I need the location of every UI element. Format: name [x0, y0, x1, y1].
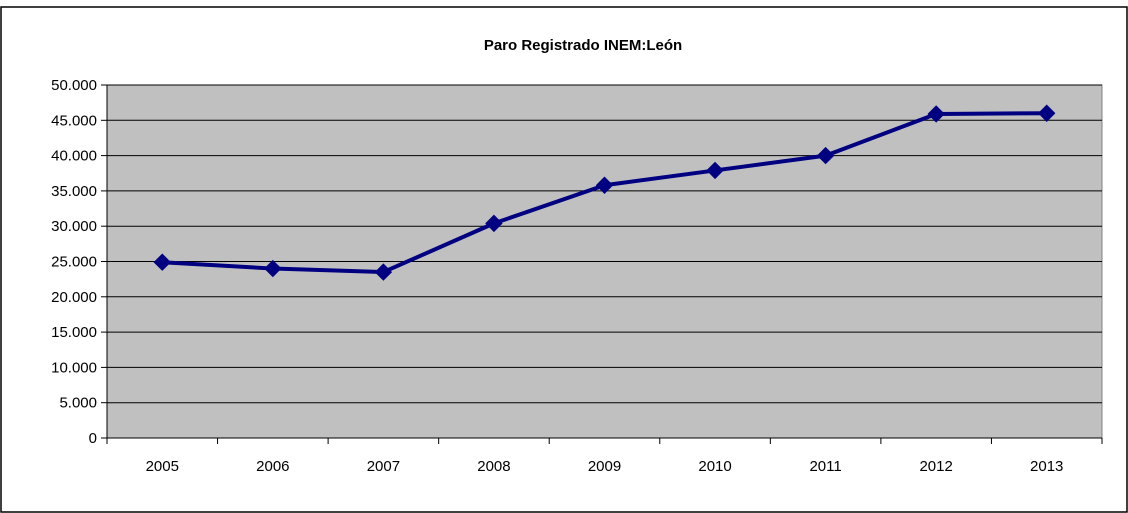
data-point-2009: [595, 176, 614, 194]
y-tick-label-4: 20.000: [51, 289, 97, 306]
data-point-2011: [816, 146, 835, 165]
axes: [101, 84, 1103, 444]
y-tick-label-1: 5.000: [59, 395, 97, 412]
data-point-2013: [1038, 104, 1056, 122]
y-tick-label-10: 50.000: [51, 77, 97, 94]
x-tick-label-8: 2013: [1030, 458, 1063, 475]
x-tick-label-6: 2011: [809, 458, 841, 475]
data-point-2007: [374, 263, 393, 281]
x-axis-tick-labels: 2005 2006 2007 2008 2009 2010 2011 2012 2013: [146, 458, 1064, 475]
data-point-2012: [927, 105, 945, 123]
series-layer: [153, 104, 1056, 281]
y-tick-label-5: 25.000: [51, 254, 97, 271]
x-tick-label-7: 2012: [919, 458, 952, 475]
x-tick-label-3: 2008: [477, 458, 510, 475]
y-tick-label-7: 35.000: [51, 183, 97, 200]
chart-title: Paro Registrado INEM:León: [484, 37, 682, 54]
x-tick-label-4: 2009: [588, 458, 621, 475]
y-tick-label-8: 40.000: [51, 148, 97, 165]
data-point-2008: [485, 214, 503, 233]
x-tick-label-5: 2010: [698, 458, 731, 475]
y-tick-label-9: 45.000: [51, 112, 97, 129]
x-tick-label-0: 2005: [146, 458, 179, 475]
y-tick-label-2: 10.000: [51, 359, 97, 376]
y-tick-label-0: 0: [89, 430, 97, 447]
y-axis-tick-labels: 0 5.000 10.000 15.000 20.000 25.000 30.000 35.0…: [51, 77, 97, 447]
x-tick-label-2: 2007: [367, 458, 400, 475]
x-tick-label-1: 2006: [256, 458, 289, 475]
data-point-2010: [706, 161, 724, 180]
data-point-2005: [153, 253, 171, 271]
y-tick-label-6: 30.000: [51, 218, 97, 235]
y-tick-label-3: 15.000: [51, 324, 97, 341]
data-point-2006: [264, 259, 282, 278]
